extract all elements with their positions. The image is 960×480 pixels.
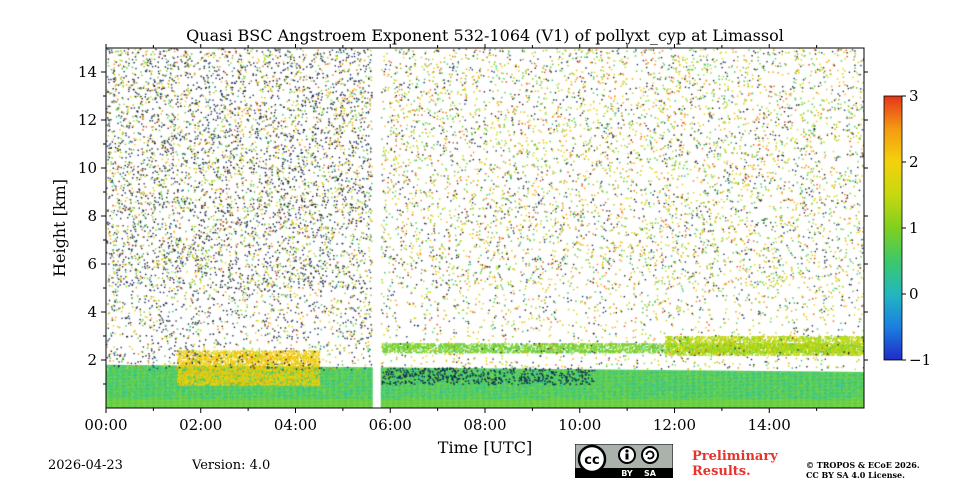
cc-by-sa-license-badge[interactable]: cc BY SA: [575, 444, 673, 478]
preliminary-line-2: Results.: [692, 464, 751, 479]
colorbar-tick-label: 3: [909, 87, 919, 105]
preliminary-line-1: Preliminary: [692, 449, 778, 464]
share-alike-icon: [641, 446, 659, 464]
y-axis-label: Height [km]: [50, 179, 69, 277]
colorbar-gradient: [883, 95, 903, 361]
y-tick-label: 14: [78, 63, 97, 81]
preliminary-results-note: Preliminary Results.: [692, 449, 778, 479]
y-tick-label: 4: [87, 303, 97, 321]
colorbar: 3 2 1 0 −1: [883, 87, 931, 369]
sa-label: SA: [644, 469, 657, 478]
colorbar-tick-label: 0: [909, 285, 919, 303]
colorbar-tick-label: 2: [909, 153, 919, 171]
x-tick-label: 12:00: [653, 416, 696, 434]
x-axis-label: Time [UTC]: [438, 438, 532, 457]
y-tick-label: 10: [78, 159, 97, 177]
cc-icon: [577, 444, 607, 474]
y-axis: 2 4 6 8 10 12 14: [78, 63, 868, 385]
footer-version: Version: 4.0: [192, 458, 271, 473]
colorbar-tick-label: −1: [909, 351, 931, 369]
cc-label: cc: [584, 453, 599, 468]
x-tick-label: 00:00: [84, 416, 127, 434]
y-tick-label: 6: [87, 255, 97, 273]
x-tick-label: 14:00: [748, 416, 791, 434]
x-tick-label: 08:00: [463, 416, 506, 434]
x-tick-label: 02:00: [179, 416, 222, 434]
copyright-line-2: CC BY SA 4.0 License.: [806, 470, 905, 480]
x-axis: 00:00 02:00 04:00 06:00 08:00 10:00 12:00 14:00: [84, 44, 818, 434]
y-tick-label: 8: [87, 207, 97, 225]
x-tick-label: 06:00: [369, 416, 412, 434]
heatmap-raster: [106, 48, 864, 408]
by-label: BY: [621, 469, 633, 478]
copyright-note: © TROPOS & ECoE 2026. CC BY SA 4.0 Licen…: [806, 460, 920, 480]
x-tick-label: 10:00: [558, 416, 601, 434]
chart-title: Quasi BSC Angstroem Exponent 532-1064 (V…: [186, 26, 784, 45]
colorbar-tick-label: 1: [909, 219, 919, 237]
y-tick-label: 2: [87, 351, 97, 369]
footer-date: 2026-04-23: [48, 458, 123, 473]
y-tick-label: 12: [78, 111, 97, 129]
copyright-line-1: © TROPOS & ECoE 2026.: [806, 460, 920, 470]
x-tick-label: 04:00: [274, 416, 317, 434]
plot-area: [106, 48, 864, 408]
